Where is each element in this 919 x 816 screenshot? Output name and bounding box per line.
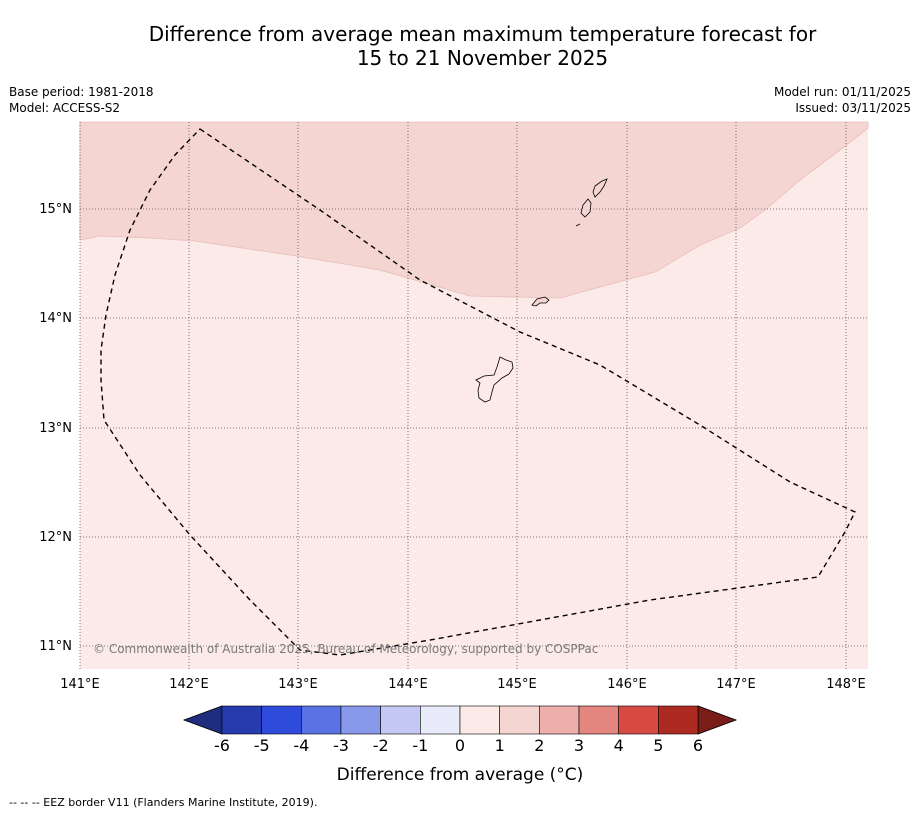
model-run: Model run: 01/11/2025 (773, 85, 911, 99)
island-rota (531, 296, 550, 307)
lat-label-12n: 12°N (39, 530, 72, 545)
island-aguijan (575, 223, 581, 227)
lon-label-148e: 148°E (826, 677, 866, 692)
title-line-1: Difference from average mean maximum tem… (148, 22, 817, 46)
colorbar-segment (340, 705, 381, 735)
graticule (79, 122, 868, 669)
colorbar-tick-label: -5 (254, 736, 270, 755)
colorbar-tick-label: -1 (412, 736, 428, 755)
lon-label-142e: 142°E (169, 677, 209, 692)
colorbar-segment (301, 705, 342, 735)
lat-label-13n: 13°N (39, 421, 72, 436)
lon-label-141e: 141°E (60, 677, 100, 692)
colorbar: -6 -5 -4 -3 -2 -1 0 1 2 3 4 5 6 (182, 705, 738, 755)
colorbar-segment (459, 705, 500, 735)
colorbar-tick-label: 1 (495, 736, 505, 755)
lat-label-15n: 15°N (39, 202, 72, 217)
lon-label-144e: 144°E (388, 677, 428, 692)
lon-label-146e: 146°E (607, 677, 647, 692)
model-name: Model: ACCESS-S2 (9, 101, 121, 115)
colorbar-segment (658, 705, 699, 735)
colorbar-tick-label: -4 (293, 736, 309, 755)
issued-date: Issued: 03/11/2025 (795, 101, 911, 115)
lon-label-147e: 147°E (716, 677, 756, 692)
colorbar-tick-label: -6 (214, 736, 230, 755)
lon-label-143e: 143°E (278, 677, 318, 692)
colorbar-tick-label: 5 (653, 736, 663, 755)
lat-label-11n: 11°N (39, 639, 72, 654)
eez-border (100, 128, 856, 656)
chart-title: Difference from average mean maximum tem… (0, 22, 919, 70)
island-guam (475, 356, 514, 403)
base-period: Base period: 1981-2018 (9, 85, 154, 99)
colorbar-tick-label: 4 (614, 736, 624, 755)
colorbar-tick-label: 0 (455, 736, 465, 755)
copyright-text: © Commonwealth of Australia 2025, Bureau… (93, 642, 598, 656)
island-saipan (592, 178, 608, 198)
colorbar-under-arrow (182, 705, 223, 735)
colorbar-tick-label: 6 (693, 736, 703, 755)
lat-label-14n: 14°N (39, 311, 72, 326)
colorbar-segment (618, 705, 659, 735)
map-area-1-to-2 (79, 121, 869, 299)
meta-right: Model run: 01/11/2025 Issued: 03/11/2025 (774, 84, 911, 116)
island-tinian (580, 198, 592, 218)
colorbar-over-arrow (697, 705, 738, 735)
colorbar-segment (499, 705, 540, 735)
colorbar-title: Difference from average (°C) (337, 765, 584, 785)
title-line-2: 15 to 21 November 2025 (356, 46, 609, 70)
colorbar-tick-label: 2 (534, 736, 544, 755)
colorbar-segment (539, 705, 580, 735)
meta-left: Base period: 1981-2018 Model: ACCESS-S2 (9, 84, 154, 116)
colorbar-tick-label: -3 (333, 736, 349, 755)
colorbar-segment (261, 705, 302, 735)
colorbar-segment (380, 705, 421, 735)
colorbar-tick-label: 3 (574, 736, 584, 755)
colorbar-segment (578, 705, 619, 735)
colorbar-tick-label: -2 (373, 736, 389, 755)
lon-label-145e: 145°E (497, 677, 537, 692)
colorbar-segment (221, 705, 262, 735)
eez-legend-note: -- -- -- EEZ border V11 (Flanders Marine… (9, 796, 318, 809)
colorbar-segment (420, 705, 461, 735)
